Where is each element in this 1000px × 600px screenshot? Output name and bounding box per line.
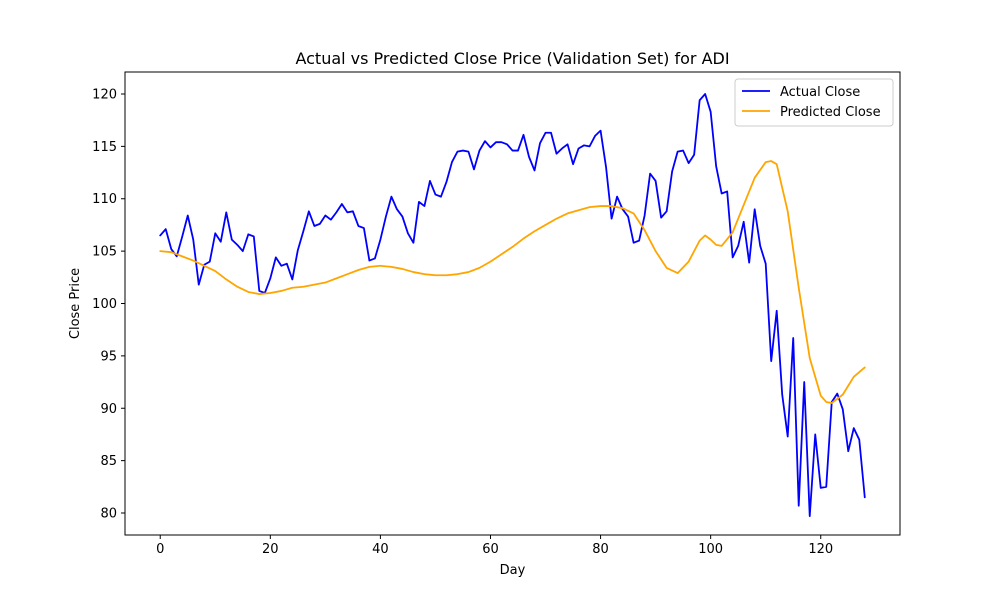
x-axis-ticks: 0 20 40 60 80 100 120 xyxy=(156,535,833,557)
x-tick-label: 60 xyxy=(482,542,499,557)
series-layer xyxy=(159,93,866,518)
y-tick-label: 120 xyxy=(92,87,117,102)
y-tick-label: 85 xyxy=(100,454,117,469)
y-axis-label: Close Price xyxy=(68,268,83,339)
y-tick-label: 95 xyxy=(100,349,117,364)
y-tick-label: 105 xyxy=(92,245,117,260)
x-tick-label: 0 xyxy=(156,542,164,557)
y-tick-label: 115 xyxy=(92,140,117,155)
x-tick-label: 40 xyxy=(372,542,389,557)
series-line-actual-close xyxy=(159,93,866,518)
legend-label-predicted: Predicted Close xyxy=(780,105,881,120)
chart-title: Actual vs Predicted Close Price (Validat… xyxy=(295,49,729,68)
legend: Actual Close Predicted Close xyxy=(734,78,894,127)
y-tick-label: 90 xyxy=(100,402,117,417)
axes-frame xyxy=(124,71,901,536)
y-tick-label: 110 xyxy=(92,192,117,207)
y-tick-label: 100 xyxy=(92,297,117,312)
legend-label-actual: Actual Close xyxy=(780,85,860,100)
x-tick-label: 120 xyxy=(808,542,833,557)
x-tick-label: 100 xyxy=(698,542,723,557)
x-axis-label: Day xyxy=(500,563,526,578)
x-tick-label: 20 xyxy=(262,542,279,557)
y-axis-ticks: 80 85 90 95 100 105 110 115 120 xyxy=(92,87,125,522)
legend-box xyxy=(734,78,894,127)
x-tick-label: 80 xyxy=(592,542,609,557)
plot-area xyxy=(124,71,901,536)
series-line-predicted-close xyxy=(159,160,866,404)
y-tick-label: 80 xyxy=(100,507,117,522)
